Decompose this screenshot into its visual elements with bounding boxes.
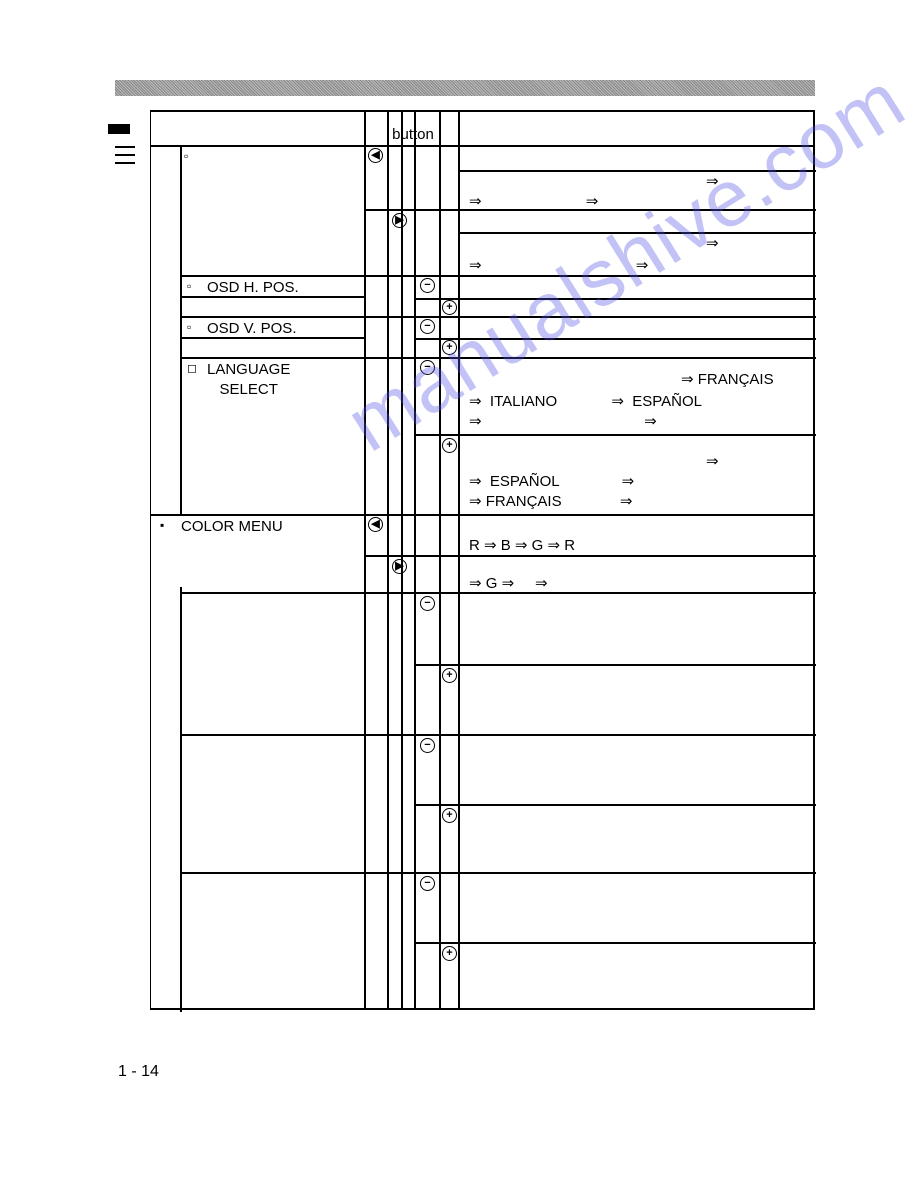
doc-icon: ▫ (184, 149, 188, 163)
minus-icon: − (420, 596, 435, 611)
color-label: COLOR MENU (181, 517, 283, 537)
arrow-text: ⇒ ⇒ (469, 256, 648, 276)
lang-label: LANGUAGE SELECT (207, 360, 290, 400)
left-arrow-icon: ◀ (368, 148, 383, 163)
button-header: button (387, 112, 439, 145)
lang-minus-text: ⇒ FRANÇAIS (681, 370, 774, 390)
right-arrow-icon: ▶ (392, 213, 407, 228)
osd-h-label: OSD H. POS. (207, 278, 299, 298)
right-arrow-icon: ▶ (392, 559, 407, 574)
plus-icon: + (442, 946, 457, 961)
minus-icon: − (420, 278, 435, 293)
color-seq2: ⇒ G ⇒ ⇒ (469, 574, 548, 594)
page-number: 1 - 14 (118, 1063, 159, 1081)
lang-plus-text3: ⇒ FRANÇAIS ⇒ (469, 492, 633, 512)
main-table: button ▫ ◀ ⇒ ⇒ ⇒ ▶ ⇒ ⇒ ⇒ ▫ OSD H. POS. −… (150, 110, 815, 1010)
lang-minus-text2: ⇒ ITALIANO ⇒ ESPAÑOL (469, 392, 702, 412)
side-mark (108, 124, 130, 134)
osd-h-icon: ▫ (187, 279, 191, 293)
minus-icon: − (420, 360, 435, 375)
lang-icon: ◻ (187, 361, 197, 375)
plus-icon: + (442, 300, 457, 315)
lang-minus-text3: ⇒ ⇒ (469, 412, 657, 432)
lang-plus-text2: ⇒ ESPAÑOL ⇒ (469, 472, 634, 492)
arrow-text: ⇒ (706, 234, 719, 254)
minus-icon: − (420, 876, 435, 891)
side-lines-icon (115, 146, 135, 170)
lang-plus-text1: ⇒ (706, 452, 719, 472)
plus-icon: + (442, 340, 457, 355)
page: button ▫ ◀ ⇒ ⇒ ⇒ ▶ ⇒ ⇒ ⇒ ▫ OSD H. POS. −… (0, 0, 918, 1188)
minus-icon: − (420, 319, 435, 334)
arrow-text: ⇒ (706, 172, 719, 192)
header-bar (115, 80, 815, 96)
osd-v-icon: ▫ (187, 320, 191, 334)
left-arrow-icon: ◀ (368, 517, 383, 532)
plus-icon: + (442, 808, 457, 823)
plus-icon: + (442, 438, 457, 453)
color-icon: ▪ (160, 518, 164, 532)
color-seq1: R ⇒ B ⇒ G ⇒ R (469, 536, 575, 556)
minus-icon: − (420, 738, 435, 753)
plus-icon: + (442, 668, 457, 683)
osd-v-label: OSD V. POS. (207, 319, 296, 339)
